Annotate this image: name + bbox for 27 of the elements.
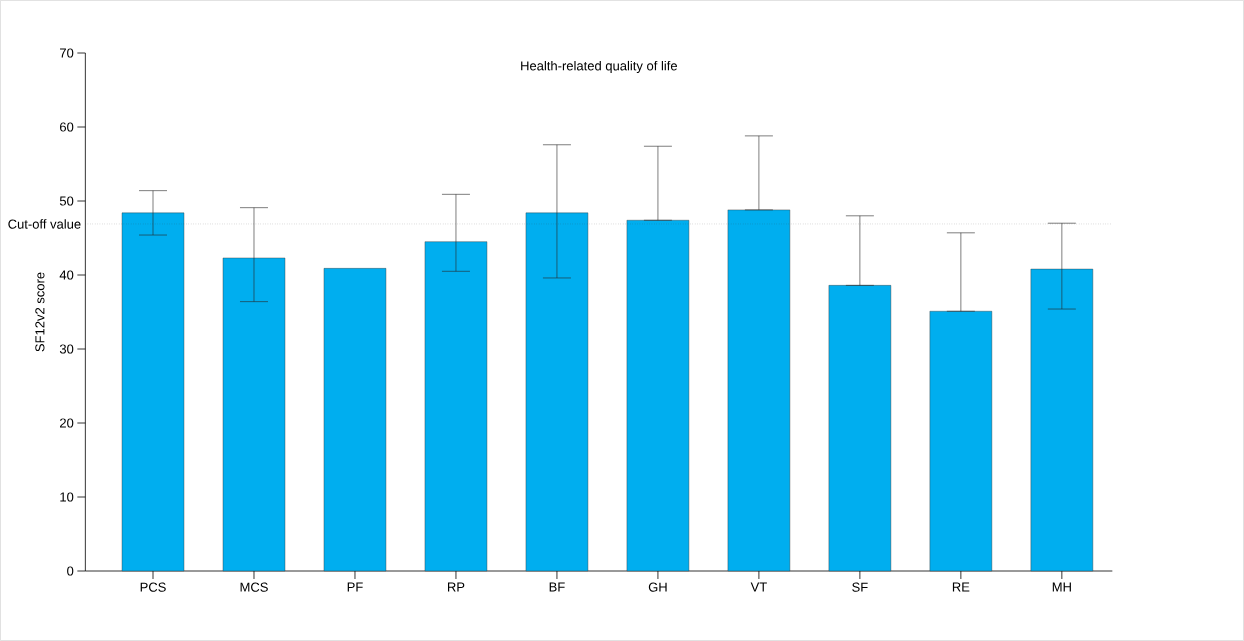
y-tick-label: 10: [60, 492, 74, 502]
x-tick-label: GH: [648, 582, 667, 592]
y-tick-label: 0: [67, 566, 74, 576]
bar: [929, 311, 993, 572]
bar: [222, 257, 286, 572]
x-tick-label: VT: [750, 582, 767, 592]
y-tick-label: 30: [59, 344, 74, 354]
x-tick-label: MCS: [240, 582, 268, 592]
x-tick-label: SF: [852, 582, 868, 592]
bar: [828, 285, 892, 572]
x-tick-label: BF: [549, 582, 565, 592]
x-tick-label: PCS: [140, 582, 166, 592]
x-tick-label: RP: [447, 582, 465, 592]
bar: [1030, 268, 1094, 572]
y-tick-label: 50: [59, 196, 74, 206]
bar: [424, 241, 488, 572]
text: Health-related quality of life: [521, 60, 677, 74]
y-tick-label: 70: [60, 48, 74, 58]
y-tick-label: 40: [59, 270, 74, 280]
y-tick-label: 60: [60, 122, 74, 132]
x-tick-label: RE: [952, 582, 970, 592]
y-axis-title: SF12v2 score: [35, 272, 45, 352]
ref-line-label: Cut-off value: [8, 219, 81, 229]
x-tick-label: PF: [347, 582, 363, 592]
bar: [323, 268, 387, 572]
y-tick-label: 20: [60, 418, 74, 428]
x-tick-label: MH: [1052, 582, 1071, 592]
